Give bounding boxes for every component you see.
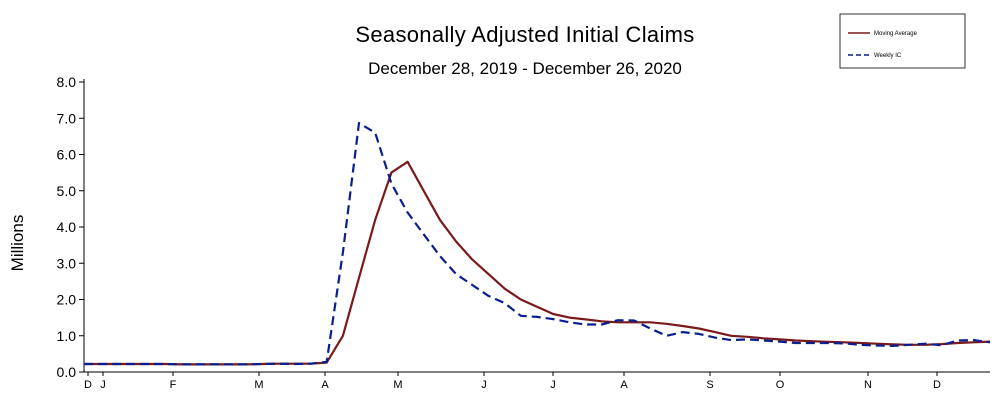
x-tick-label: A <box>321 379 329 391</box>
series-line-moving-average <box>84 160 991 366</box>
x-tick-label: J <box>481 379 487 391</box>
y-tick-label: 6.0 <box>57 147 77 163</box>
y-tick-label: 3.0 <box>57 255 77 271</box>
x-tick-label: D <box>84 379 92 391</box>
x-tick-label: D <box>933 379 941 391</box>
chart-subtitle: December 28, 2019 - December 26, 2020 <box>368 59 682 78</box>
x-tick-label: M <box>393 379 402 391</box>
y-tick-label: 0.0 <box>57 364 77 380</box>
x-tick-label: N <box>864 379 872 391</box>
y-tick-label: 1.0 <box>57 328 77 344</box>
x-tick-label: J <box>100 379 106 391</box>
legend-label-weekly-ic: Weekly IC <box>874 53 902 59</box>
y-tick-label: 7.0 <box>57 110 77 126</box>
y-tick-label: 5.0 <box>57 183 77 199</box>
y-tick-label: 4.0 <box>57 219 77 235</box>
chart-title: Seasonally Adjusted Initial Claims <box>355 22 695 47</box>
legend: Moving Average Weekly IC <box>839 13 966 69</box>
x-tick-label: M <box>254 379 263 391</box>
series-line-weekly-ic <box>84 121 991 366</box>
x-tick-label: S <box>706 379 713 391</box>
x-tick-label: J <box>550 379 556 391</box>
x-tick-label: A <box>620 379 628 391</box>
legend-box <box>839 13 966 69</box>
x-tick-label: O <box>776 379 785 391</box>
y-tick-label: 2.0 <box>57 292 77 308</box>
x-tick-label: F <box>170 379 177 391</box>
legend-label-moving-average: Moving Average <box>874 31 918 37</box>
y-tick-label: 8.0 <box>57 74 77 90</box>
